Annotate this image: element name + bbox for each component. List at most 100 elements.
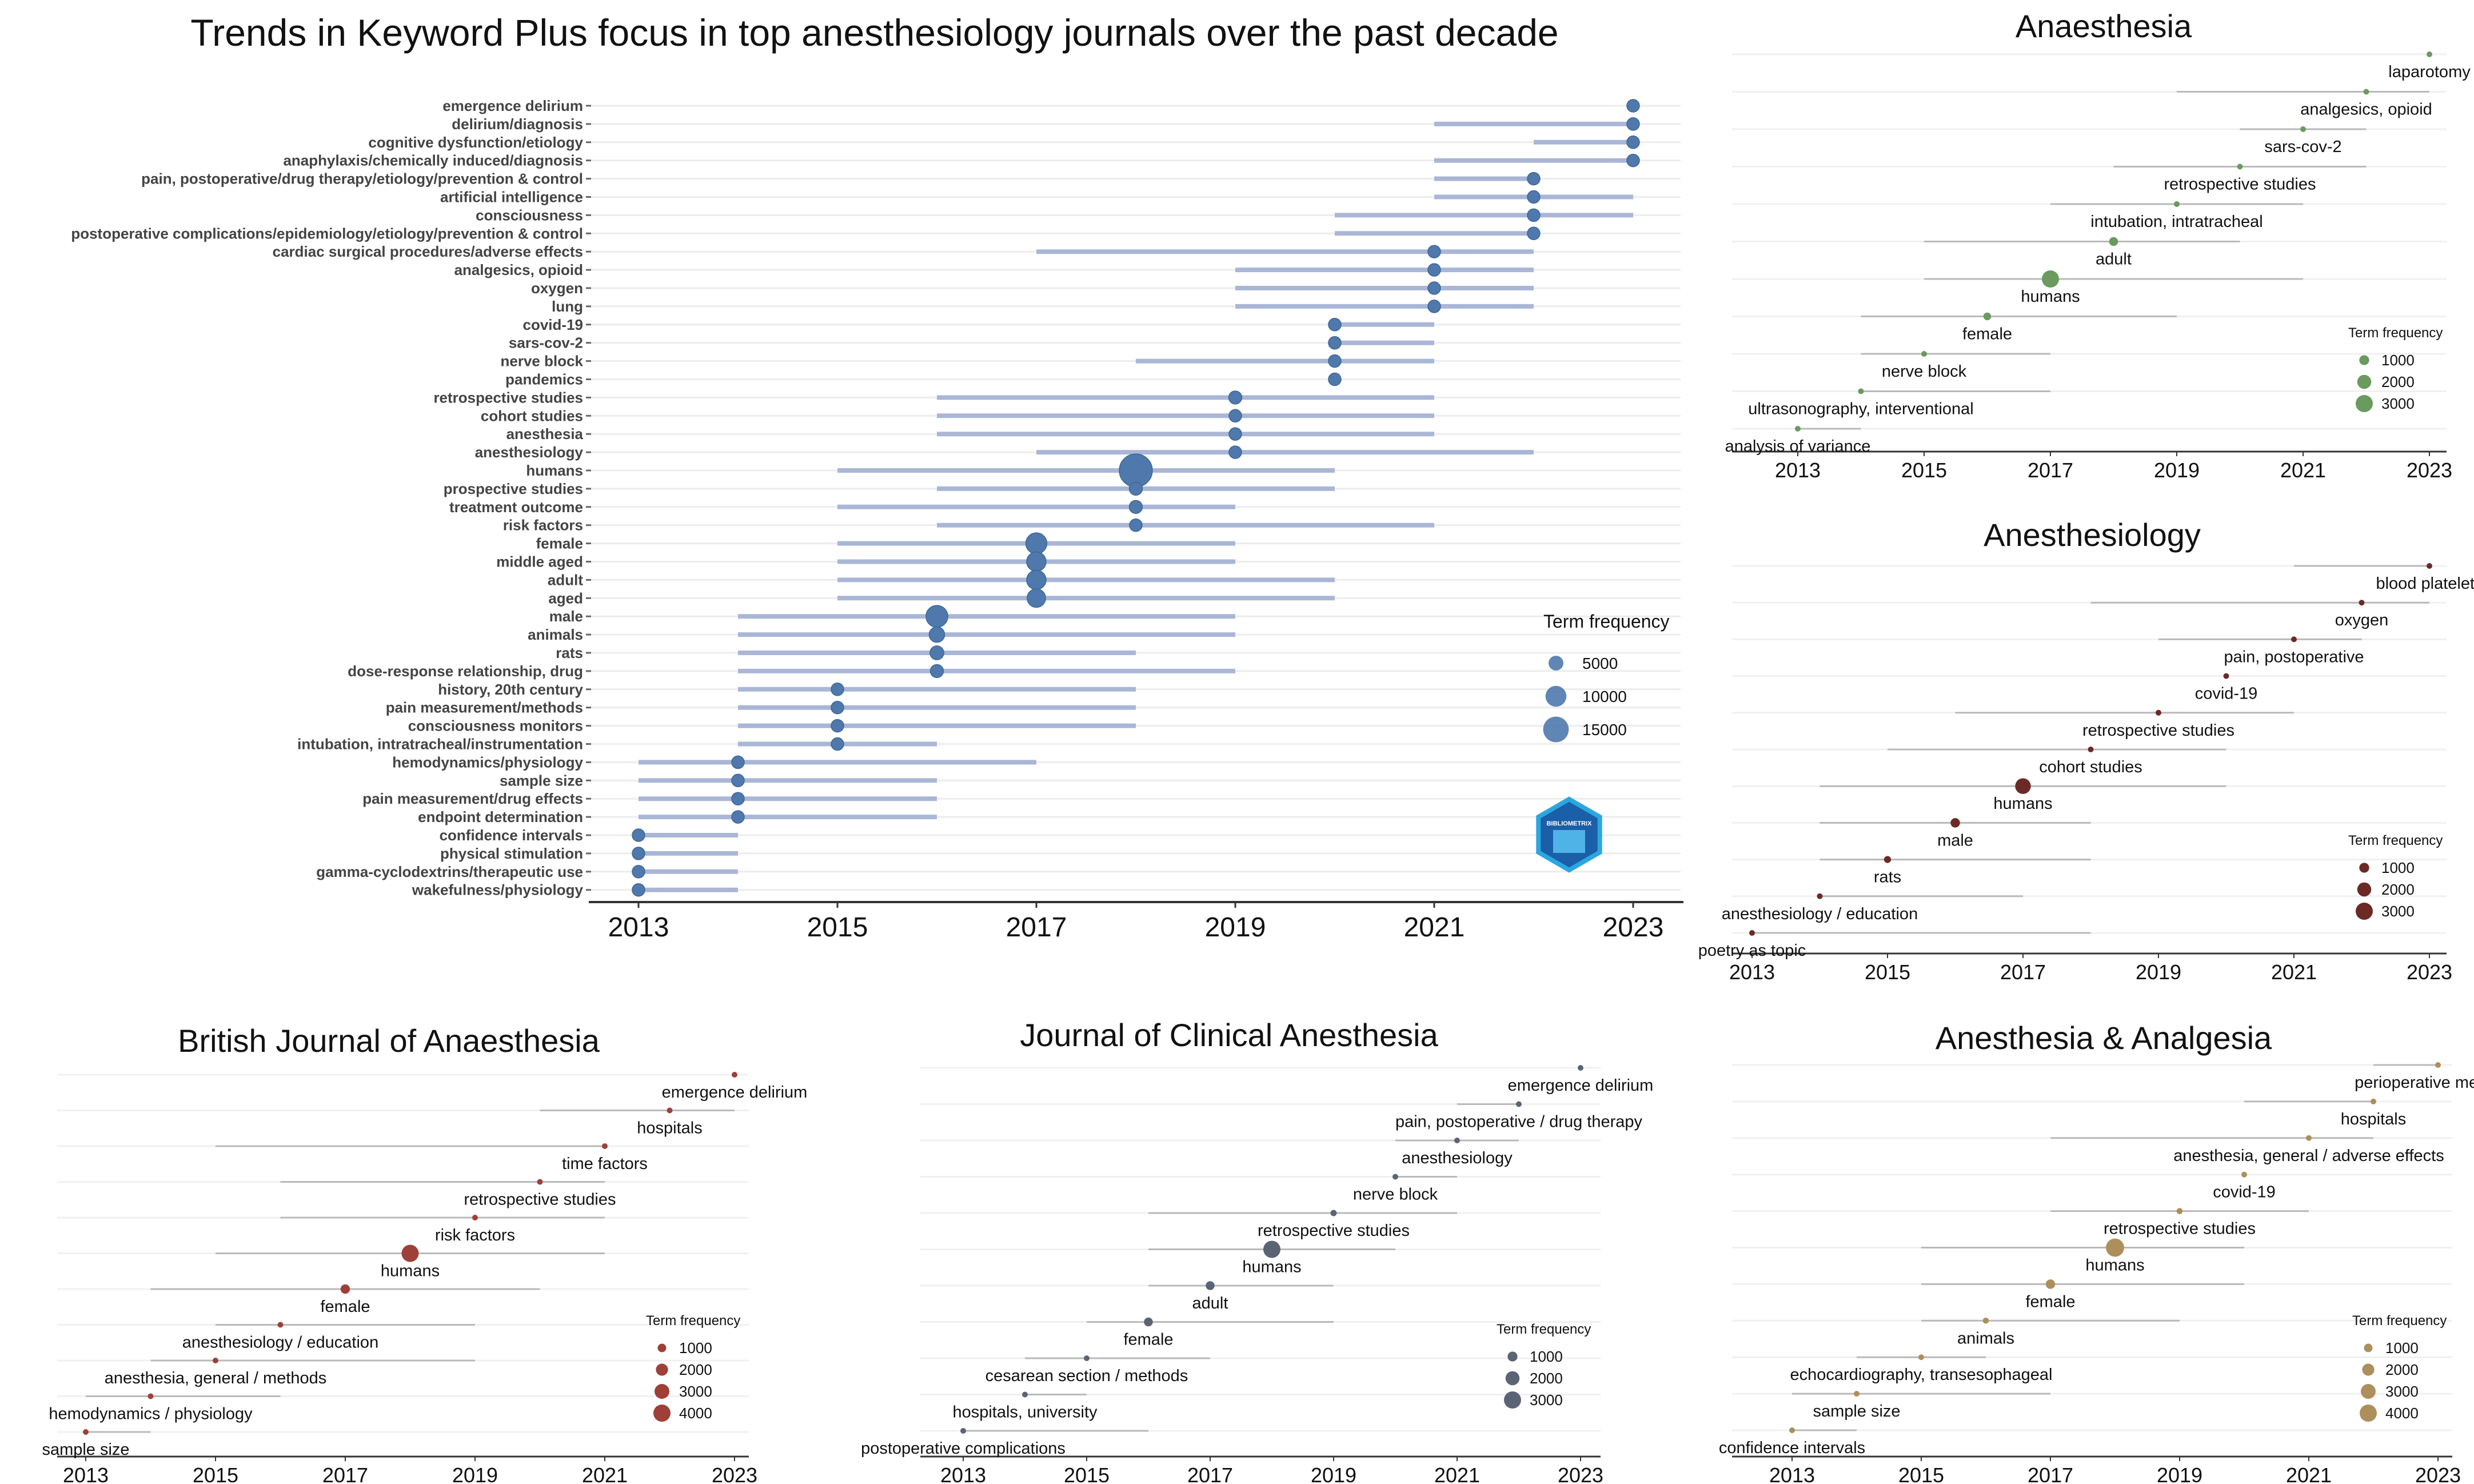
x-tick-label: 2021 <box>2286 1463 2332 1484</box>
term-point-retrospective-studies <box>1330 1210 1337 1216</box>
term-point-male <box>1950 818 1960 828</box>
term-point-postoperative-complications <box>960 1428 966 1434</box>
keyword-label-delirium-diagnosis: delirium/diagnosis <box>452 115 583 133</box>
term-point-sample-size <box>83 1429 89 1435</box>
term-point-risk-factors <box>1129 518 1143 532</box>
x-tick-label: 2019 <box>452 1463 498 1484</box>
term-point-cohort-studies <box>2088 747 2094 752</box>
term-point-nerve-block <box>1392 1174 1398 1180</box>
term-point-humans <box>1263 1240 1280 1258</box>
term-point-risk-factors <box>472 1215 478 1220</box>
legend-size-label: 3000 <box>2381 903 2415 920</box>
legend-size-marker <box>657 1343 667 1353</box>
term-point-analgesics-opioid <box>2363 89 2369 95</box>
term-point-sars-cov-2 <box>1328 336 1342 350</box>
keyword-label-humans: humans <box>526 462 583 479</box>
term-label-adult: adult <box>2096 250 2132 269</box>
term-label-pain-postoperative: pain, postoperative <box>2224 648 2364 666</box>
term-label-female: female <box>320 1298 370 1316</box>
term-point-oxygen <box>2359 600 2365 606</box>
term-point-rats <box>929 645 944 660</box>
term-label-echocardiography-transesophageal: echocardiography, transesophageal <box>1790 1366 2053 1384</box>
x-tick-label: 2019 <box>2154 458 2200 482</box>
term-label-nerve-block: nerve block <box>1882 362 1967 381</box>
term-label-animals: animals <box>1957 1329 2014 1347</box>
term-point-oxygen <box>1427 281 1441 295</box>
legend-size-label: 1000 <box>1530 1348 1563 1365</box>
logo-chart-icon <box>1553 830 1585 853</box>
term-label-humans: humans <box>381 1262 440 1280</box>
term-label-confidence-intervals: confidence intervals <box>1719 1439 1865 1457</box>
x-tick-label: 2015 <box>1898 1463 1944 1484</box>
legend-size-label: 2000 <box>2381 881 2415 898</box>
legend-size-marker <box>2362 1363 2375 1376</box>
main-trend-chart: Trends in Keyword Plus focus in top anes… <box>71 11 1683 943</box>
anesthesiology-panel: Anesthesiology 2013 2015 2017 2019 2021 2023 bl… <box>1698 517 2474 984</box>
legend-size-marker <box>655 1384 669 1399</box>
term-point-anesthesiology-education <box>1817 893 1823 899</box>
keyword-label-artificial-intelligence: artificial intelligence <box>440 189 583 206</box>
term-point-pain-measurement-methods <box>831 700 844 715</box>
term-point-analgesics-opioid <box>1427 263 1441 277</box>
term-point-cesarean-section-methods <box>1084 1355 1090 1361</box>
panel-title: Anesthesiology <box>1984 517 2201 553</box>
keyword-label-animals: animals <box>528 626 583 643</box>
term-point-intubation-intratracheal <box>2174 201 2180 207</box>
keyword-label-adult: adult <box>548 571 583 588</box>
legend-size-label: 1000 <box>679 1339 712 1357</box>
term-label-sars-cov-2: sars-cov-2 <box>2264 138 2341 156</box>
keyword-label-nerve-block: nerve block <box>500 353 583 370</box>
legend-size-marker <box>2360 1405 2377 1422</box>
term-label-covid-19: covid-19 <box>2213 1183 2276 1202</box>
x-tick-label: 2017 <box>1006 912 1067 943</box>
legend-title: Term frequency <box>1497 1322 1591 1337</box>
x-tick-label: 2013 <box>63 1463 109 1484</box>
term-label-hemodynamics-physiology: hemodynamics / physiology <box>49 1405 253 1423</box>
keyword-label-rats: rats <box>556 644 583 661</box>
x-tick-label: 2015 <box>193 1463 238 1484</box>
legend-size-label: 2000 <box>679 1361 712 1378</box>
term-label-anesthesia-general-adverse-effects: anesthesia, general / adverse effects <box>2173 1147 2444 1165</box>
term-point-rats <box>1884 856 1892 863</box>
term-label-blood-platelets: blood platelets <box>2376 575 2474 593</box>
keyword-label-female: female <box>536 535 583 552</box>
x-tick-label: 2017 <box>1187 1463 1233 1484</box>
term-point-animals <box>1982 1317 1989 1324</box>
term-point-dose-response-relationship-drug <box>929 664 944 679</box>
term-point-anesthesia-general-adverse-effects <box>2306 1135 2312 1141</box>
legend-title: Term frequency <box>1543 611 1670 632</box>
x-tick-label: 2017 <box>2028 1463 2073 1484</box>
term-point-female <box>340 1284 350 1294</box>
x-tick-label: 2021 <box>2271 960 2317 984</box>
term-point-emergence-delirium <box>732 1072 737 1078</box>
term-point-adult <box>1206 1281 1215 1290</box>
term-point-humans <box>401 1244 419 1262</box>
x-tick-label: 2023 <box>1603 912 1664 943</box>
term-point-prospective-studies <box>1128 481 1143 496</box>
term-point-humans <box>2015 778 2031 794</box>
term-point-nerve-block <box>1921 351 1927 357</box>
term-point-endpoint-determination <box>731 810 745 824</box>
term-point-nerve-block <box>1328 354 1342 368</box>
term-label-time-factors: time factors <box>562 1155 648 1173</box>
term-point-pain-postoperative-drug-therapy <box>1516 1101 1522 1107</box>
keyword-label-pain-postoperative-drug-therapy-etiology-prevention-control: pain, postoperative/drug therapy/etiolog… <box>141 170 583 188</box>
legend-size-label: 2000 <box>1530 1370 1563 1387</box>
term-label-intubation-intratracheal: intubation, intratracheal <box>2090 213 2262 231</box>
legend-size-marker <box>1545 685 1567 707</box>
x-tick-label: 2015 <box>807 912 868 943</box>
term-point-covid-19 <box>1328 318 1342 332</box>
legend-size-marker <box>653 1405 671 1422</box>
term-point-hospitals <box>2371 1098 2376 1104</box>
x-tick-label: 2019 <box>1311 1463 1356 1484</box>
x-tick-label: 2013 <box>1775 458 1821 482</box>
keyword-label-wakefulness-physiology: wakefulness/physiology <box>412 881 584 899</box>
term-point-consciousness <box>1527 208 1541 222</box>
term-label-cohort-studies: cohort studies <box>2039 758 2142 776</box>
x-tick-label: 2013 <box>608 912 669 943</box>
term-point-postoperative-complications-epidemiology-etiology-prevention-control <box>1527 226 1541 241</box>
anesthesia-and-analgesia-panel: Anesthesia & Analgesia 2013 2015 2017 2019 20… <box>1719 1020 2474 1484</box>
term-point-cardiac-surgical-procedures-adverse-effects <box>1427 245 1441 258</box>
term-label-risk-factors: risk factors <box>435 1226 515 1244</box>
keyword-label-confidence-intervals: confidence intervals <box>440 827 583 844</box>
